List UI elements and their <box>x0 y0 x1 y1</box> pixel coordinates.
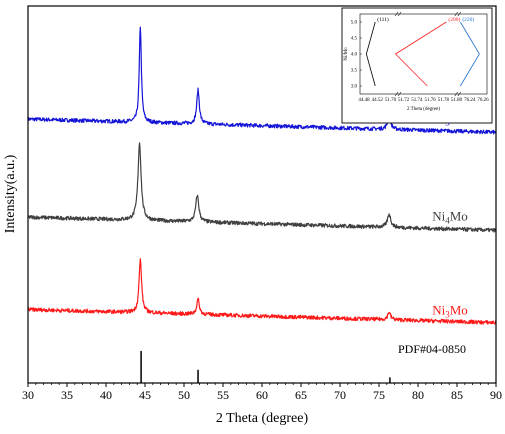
inset-axis-break <box>457 11 462 17</box>
inset-frame <box>341 7 493 124</box>
inset-axis-break <box>457 91 462 97</box>
x-tick-label: 50 <box>178 388 190 402</box>
reference-label: PDF#04-0850 <box>398 342 466 356</box>
inset-x-tick-label: 51.78 <box>438 98 450 103</box>
plot-area: Ni5MoNi4MoNi3Mo <box>27 26 497 383</box>
inset-axis-break <box>394 91 399 97</box>
x-tick-label: 65 <box>295 388 307 402</box>
x-tick-label: 55 <box>217 388 229 402</box>
inset-y-title: Ni/Mo <box>344 47 349 61</box>
x-tick-label: 75 <box>373 388 385 402</box>
inset-x-tick-label: 51.72 <box>398 98 410 103</box>
inset-peak-label: (111) <box>377 16 389 23</box>
inset-x-tick-label: 51.80 <box>451 98 463 103</box>
series-line-ni3mo <box>27 258 497 325</box>
inset-peak-label: (220) <box>462 16 474 23</box>
series-label: Ni3Mo <box>432 303 468 320</box>
inset-peak-line <box>365 21 376 87</box>
x-tick-label: 90 <box>490 388 502 402</box>
x-tick-label: 85 <box>451 388 463 402</box>
inset-axis-break <box>454 11 459 17</box>
inset-peak-line <box>459 21 480 87</box>
x-tick-label: 30 <box>22 388 34 402</box>
inset-y-tick-label: 3.5 <box>351 69 358 74</box>
inset-x-tick-label: 76.24 <box>464 98 476 103</box>
inset-axis-break <box>397 91 402 97</box>
inset-y-tick-label: 4.0 <box>351 53 358 58</box>
inset-axis-break <box>397 11 402 17</box>
y-axis-title: Intensity(a.u.) <box>3 154 18 233</box>
inset-x-tick-label: 51.76 <box>424 98 436 103</box>
x-tick-label: 45 <box>139 388 151 402</box>
x-axis-title: 2 Theta (degree) <box>216 411 309 426</box>
x-tick-label: 80 <box>412 388 424 402</box>
inset-axis-break <box>394 11 399 17</box>
x-axis: 30 35 40 45 50 55 60 65 70 75 80 85 90 <box>22 383 502 402</box>
x-tick-label: 35 <box>61 388 73 402</box>
inset-x-tick-label: 44.48 <box>358 98 370 103</box>
inset-chart: 3.0 3.5 4.0 4.5 5.0 44.48 44.52 51.70 51.72 51.74… <box>341 7 493 124</box>
inset-x-tick-label: 76.26 <box>477 98 489 103</box>
series-line-ni5mo <box>27 26 497 135</box>
series-line-ni4mo <box>27 142 497 233</box>
inset-x-tick-label: 51.74 <box>411 98 423 103</box>
x-tick-label: 40 <box>100 388 112 402</box>
inset-peak-label: (200) <box>448 16 460 23</box>
inset-y-tick-label: 3.0 <box>351 85 358 90</box>
x-tick-label: 70 <box>334 388 346 402</box>
inset-axis-break <box>454 91 459 97</box>
x-tick-label: 60 <box>256 388 268 402</box>
inset-x-title: 2 Theta (degree) <box>407 107 440 112</box>
inset-x-tick-label: 44.52 <box>372 98 384 103</box>
inset-peak-line <box>394 21 447 87</box>
series-label: Ni4Mo <box>432 208 468 225</box>
inset-x-tick-label: 51.70 <box>385 98 397 103</box>
inset-y-tick-label: 5.0 <box>351 21 358 26</box>
inset-y-tick-label: 4.5 <box>351 37 358 42</box>
